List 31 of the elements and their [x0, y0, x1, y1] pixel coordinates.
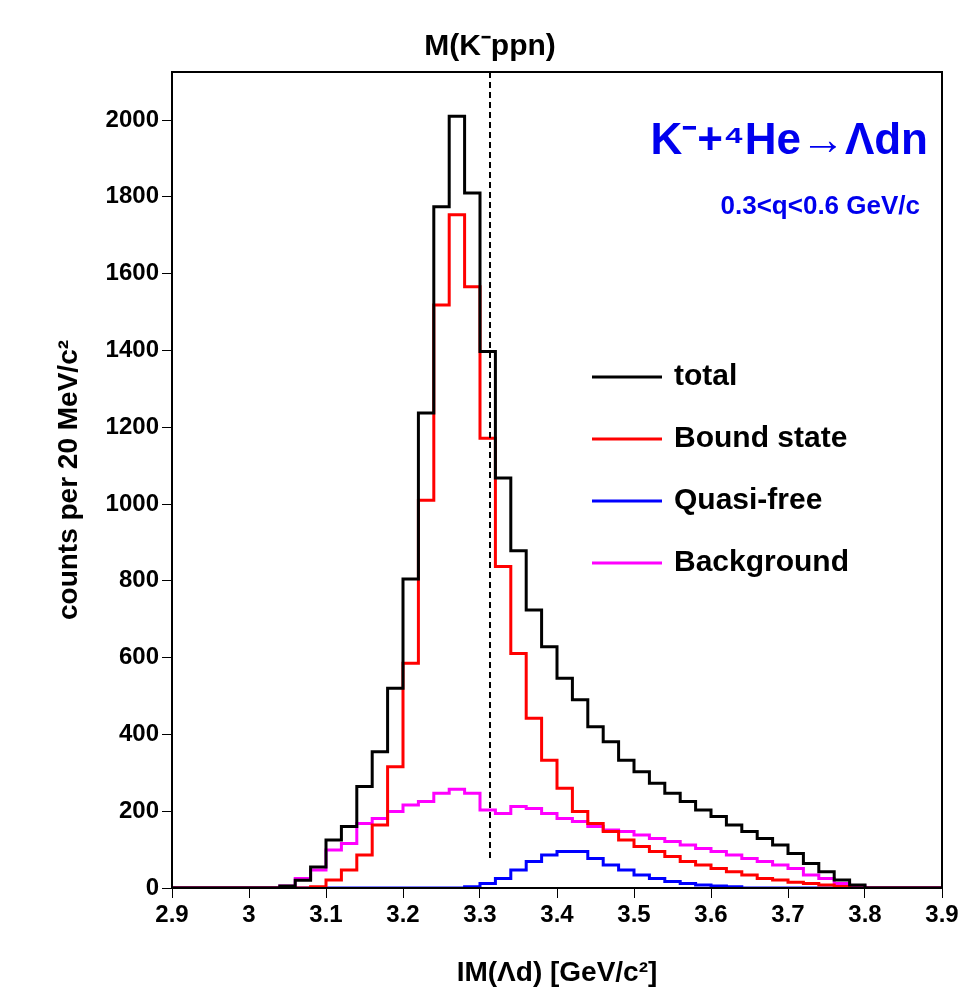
y-tick-label: 200 [118, 795, 159, 823]
x-tick-label: 3.6 [694, 900, 728, 928]
legend-label: Bound state [674, 420, 848, 454]
y-tick-label: 1200 [105, 411, 159, 439]
legend-label: total [674, 358, 738, 392]
annotation: K⁻+⁴He→Λdn [650, 114, 928, 164]
annotation: 0.3<q<0.6 GeV/c [720, 190, 920, 221]
ref-line-label: M(K⁻ppn) [424, 28, 556, 62]
y-tick-label: 1400 [105, 335, 159, 363]
x-axis-title: IM(Λd) [GeV/c²] [456, 955, 658, 987]
x-tick-label: 3.2 [386, 900, 420, 928]
y-tick-label: 0 [145, 872, 159, 900]
y-tick-label: 600 [118, 642, 159, 670]
x-tick-label: 3.4 [540, 900, 575, 928]
x-tick-label: 3.8 [848, 900, 882, 928]
x-tick-label: 3.5 [617, 900, 651, 928]
x-tick-label: 3.1 [309, 900, 343, 928]
x-tick-label: 3.9 [925, 900, 959, 928]
y-tick-label: 1600 [105, 258, 159, 286]
y-tick-label: 400 [118, 719, 159, 747]
y-tick-label: 1800 [105, 181, 159, 209]
y-tick-label: 800 [118, 565, 159, 593]
legend-label: Quasi-free [674, 482, 823, 516]
y-axis-title: counts per 20 MeV/c² [51, 339, 83, 621]
x-tick-label: 3 [242, 900, 256, 928]
y-tick-label: 2000 [105, 104, 159, 132]
y-tick-label: 1000 [105, 488, 159, 516]
x-tick-label: 3.3 [463, 900, 497, 928]
x-tick-label: 3.7 [771, 900, 805, 928]
legend-label: Background [674, 544, 850, 578]
x-tick-label: 2.9 [155, 900, 189, 928]
